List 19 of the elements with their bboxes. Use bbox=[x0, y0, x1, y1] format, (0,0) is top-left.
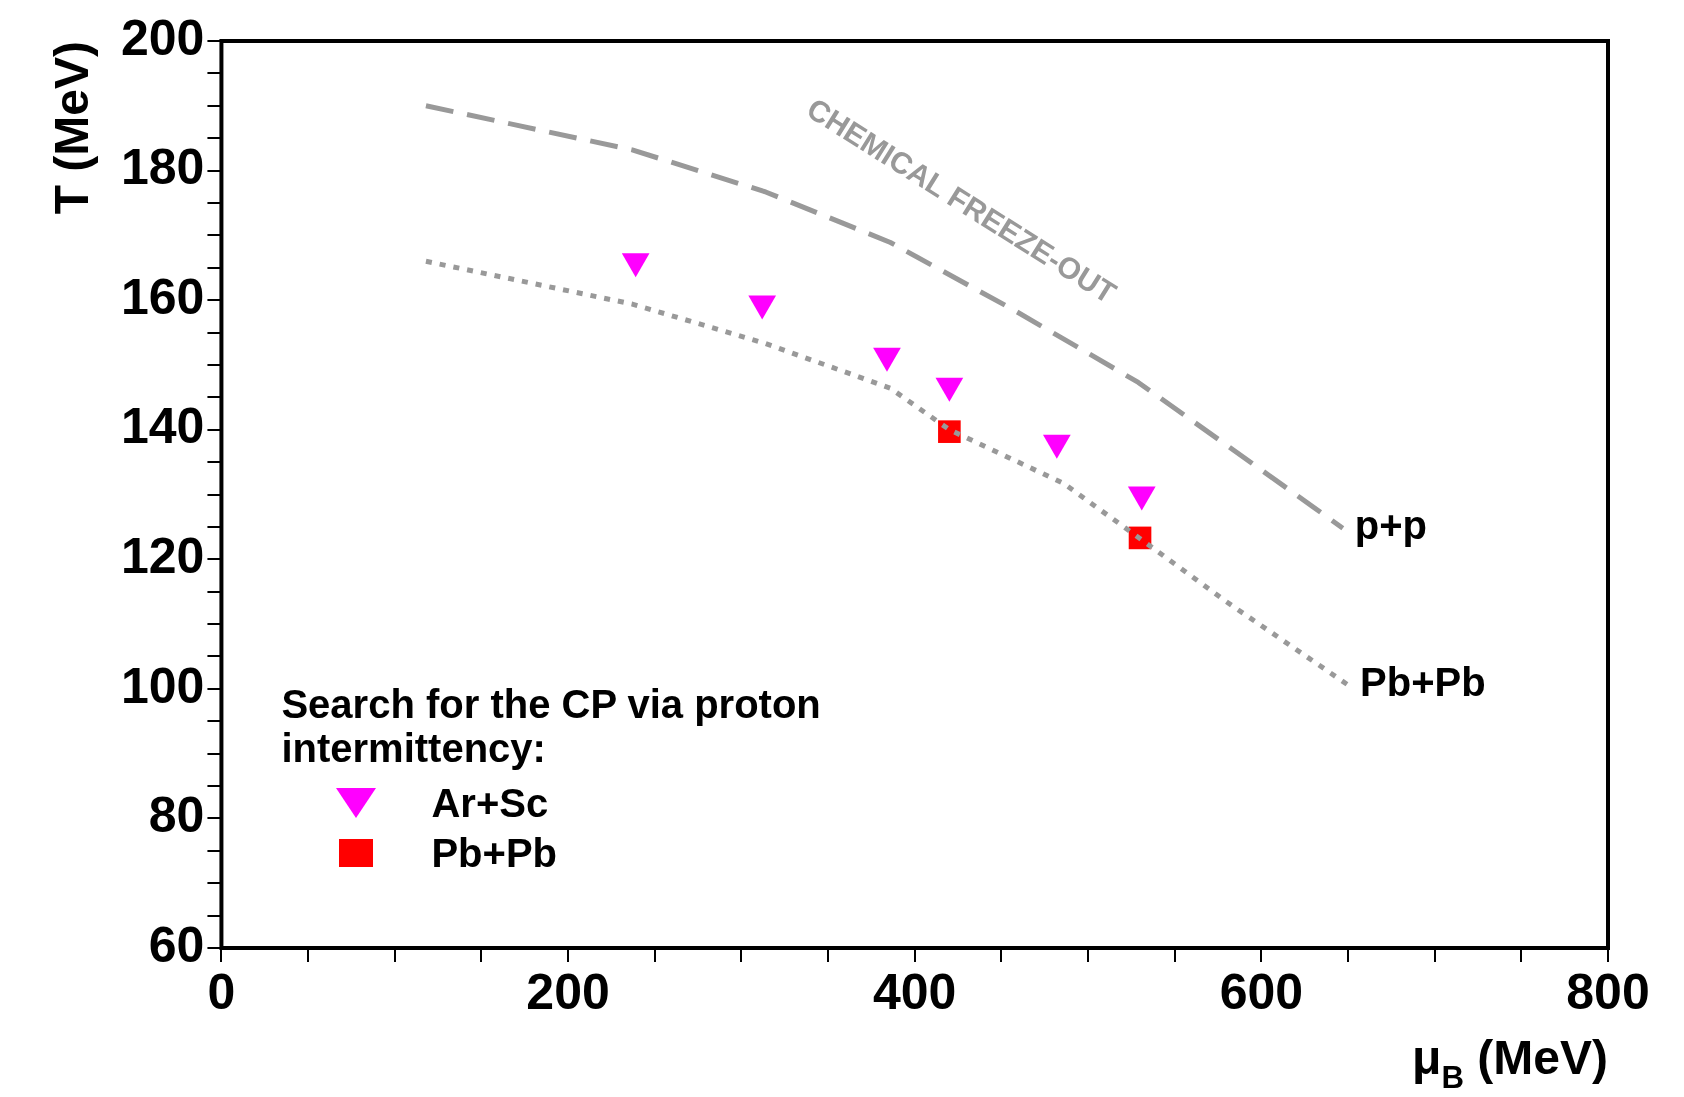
y-tick-label: 200 bbox=[120, 9, 205, 66]
x-tick-label: 600 bbox=[1219, 963, 1304, 1020]
y-tick-label: 100 bbox=[120, 657, 205, 714]
y-tick-label: 120 bbox=[120, 528, 205, 585]
y-axis-title: T (MeV) bbox=[45, 40, 98, 215]
series-label: p+p bbox=[1354, 503, 1428, 548]
y-tick-label: 140 bbox=[120, 398, 205, 455]
x-tick-label: 400 bbox=[872, 963, 957, 1020]
y-tick-label: 80 bbox=[148, 787, 205, 844]
x-tick-label: 0 bbox=[207, 963, 236, 1020]
y-tick-label: 160 bbox=[120, 268, 205, 325]
x-tick-label: 800 bbox=[1566, 963, 1650, 1020]
y-tick-label: 180 bbox=[120, 139, 205, 196]
legend-title: Search for the CP via proton intermittency: bbox=[281, 682, 822, 770]
series-label: Pb+Pb bbox=[1360, 660, 1486, 704]
y-tick-label: 60 bbox=[148, 916, 205, 973]
legend-label: Pb+Pb bbox=[431, 830, 558, 876]
legend-label: Ar+Sc bbox=[431, 780, 549, 826]
x-tick-label: 200 bbox=[526, 963, 610, 1020]
